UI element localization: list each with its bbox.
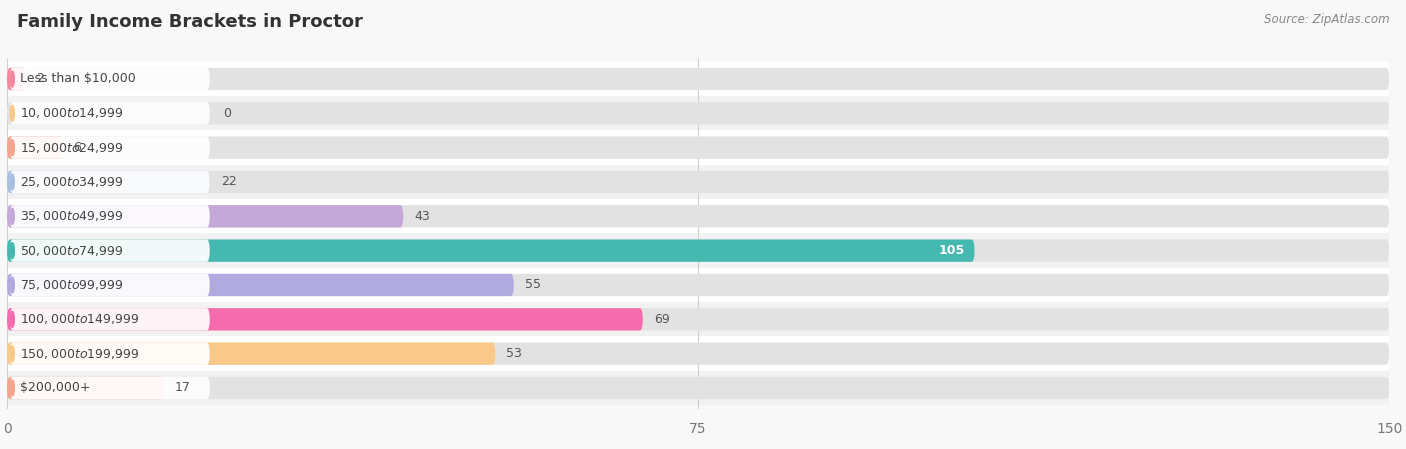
Circle shape xyxy=(10,380,14,396)
Text: 55: 55 xyxy=(524,278,541,291)
Bar xyxy=(7,199,1389,233)
Text: $25,000 to $34,999: $25,000 to $34,999 xyxy=(20,175,124,189)
Circle shape xyxy=(10,140,14,156)
FancyBboxPatch shape xyxy=(7,136,62,159)
FancyBboxPatch shape xyxy=(7,205,1389,228)
FancyBboxPatch shape xyxy=(7,136,1389,159)
Text: $15,000 to $24,999: $15,000 to $24,999 xyxy=(20,141,124,154)
FancyBboxPatch shape xyxy=(7,308,1389,330)
Bar xyxy=(7,131,1389,165)
Text: 105: 105 xyxy=(939,244,966,257)
Text: 0: 0 xyxy=(224,107,232,120)
Text: $100,000 to $149,999: $100,000 to $149,999 xyxy=(20,313,139,326)
Text: $50,000 to $74,999: $50,000 to $74,999 xyxy=(20,244,124,258)
Text: Source: ZipAtlas.com: Source: ZipAtlas.com xyxy=(1264,13,1389,26)
FancyBboxPatch shape xyxy=(7,239,974,262)
Text: $150,000 to $199,999: $150,000 to $199,999 xyxy=(20,347,139,361)
FancyBboxPatch shape xyxy=(7,239,1389,262)
FancyBboxPatch shape xyxy=(7,171,1389,193)
FancyBboxPatch shape xyxy=(7,102,1389,124)
Circle shape xyxy=(10,71,14,87)
Bar xyxy=(7,165,1389,199)
Circle shape xyxy=(10,105,14,121)
FancyBboxPatch shape xyxy=(10,274,209,296)
Bar xyxy=(7,233,1389,268)
FancyBboxPatch shape xyxy=(10,343,209,365)
Circle shape xyxy=(10,242,14,259)
Circle shape xyxy=(10,277,14,293)
Text: $35,000 to $49,999: $35,000 to $49,999 xyxy=(20,209,124,223)
FancyBboxPatch shape xyxy=(10,308,209,330)
Bar xyxy=(7,371,1389,405)
Circle shape xyxy=(10,208,14,224)
FancyBboxPatch shape xyxy=(7,274,1389,296)
FancyBboxPatch shape xyxy=(10,205,209,228)
Bar xyxy=(7,336,1389,371)
Text: $200,000+: $200,000+ xyxy=(20,382,90,395)
Text: Family Income Brackets in Proctor: Family Income Brackets in Proctor xyxy=(17,13,363,31)
Text: 17: 17 xyxy=(174,382,191,395)
Text: 43: 43 xyxy=(415,210,430,223)
FancyBboxPatch shape xyxy=(10,136,209,159)
Bar xyxy=(7,302,1389,336)
FancyBboxPatch shape xyxy=(7,343,1389,365)
FancyBboxPatch shape xyxy=(7,68,25,90)
Circle shape xyxy=(10,311,14,327)
Bar xyxy=(7,96,1389,131)
FancyBboxPatch shape xyxy=(10,68,209,90)
FancyBboxPatch shape xyxy=(7,205,404,228)
Text: 6: 6 xyxy=(73,141,82,154)
Circle shape xyxy=(10,346,14,362)
Text: 69: 69 xyxy=(654,313,669,326)
FancyBboxPatch shape xyxy=(7,308,643,330)
Text: Less than $10,000: Less than $10,000 xyxy=(20,72,135,85)
FancyBboxPatch shape xyxy=(10,239,209,262)
FancyBboxPatch shape xyxy=(7,377,163,399)
FancyBboxPatch shape xyxy=(7,343,495,365)
Bar xyxy=(7,62,1389,96)
FancyBboxPatch shape xyxy=(7,171,209,193)
Text: $10,000 to $14,999: $10,000 to $14,999 xyxy=(20,106,124,120)
FancyBboxPatch shape xyxy=(10,102,209,124)
Bar xyxy=(7,268,1389,302)
Circle shape xyxy=(10,174,14,190)
Text: 22: 22 xyxy=(221,176,236,189)
FancyBboxPatch shape xyxy=(10,171,209,193)
FancyBboxPatch shape xyxy=(7,377,1389,399)
Text: 53: 53 xyxy=(506,347,522,360)
FancyBboxPatch shape xyxy=(7,274,513,296)
FancyBboxPatch shape xyxy=(7,68,1389,90)
Text: 2: 2 xyxy=(37,72,45,85)
Text: $75,000 to $99,999: $75,000 to $99,999 xyxy=(20,278,124,292)
FancyBboxPatch shape xyxy=(10,377,209,399)
